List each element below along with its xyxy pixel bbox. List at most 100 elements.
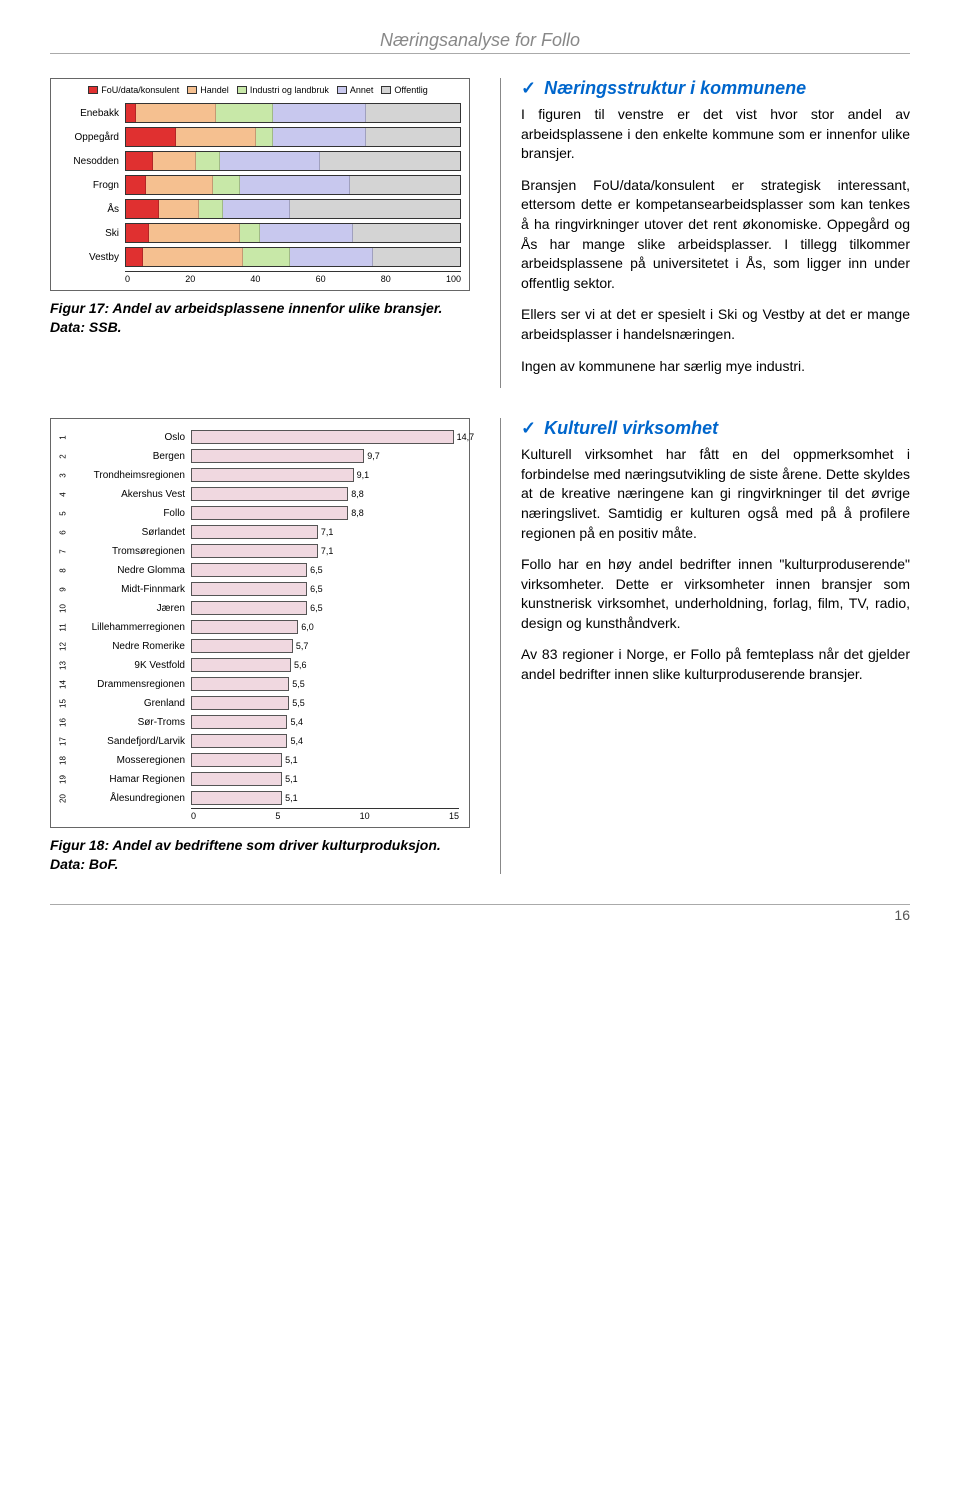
legend-item: Handel	[187, 85, 229, 95]
bar-segment	[126, 128, 176, 146]
hbar-rank: 1	[59, 429, 68, 445]
hbar-rank: 19	[59, 771, 68, 787]
bar-segment	[199, 200, 222, 218]
bar-segment	[126, 176, 146, 194]
chart1-bars: EnebakkOppegårdNesoddenFrognÅsSkiVestby	[55, 103, 461, 267]
hbar-value: 5,1	[285, 774, 298, 784]
hbar-track: 6,5	[191, 563, 459, 577]
hbar-fill: 6,5	[191, 563, 307, 577]
hbar-label: Jæren	[71, 603, 191, 614]
stacked-row-label: Frogn	[55, 180, 125, 191]
bar-segment	[366, 104, 460, 122]
hbar-track: 9,1	[191, 468, 459, 482]
paragraph: I figuren til venstre er det vist hvor s…	[521, 105, 910, 164]
hbar-value: 5,5	[292, 679, 305, 689]
stacked-row-label: Enebakk	[55, 108, 125, 119]
hbar-label: Ålesundregionen	[71, 793, 191, 804]
hbar-rank: 11	[59, 619, 68, 635]
page-header: Næringsanalyse for Follo	[50, 30, 910, 54]
paragraph: Kulturell virksomhet har fått en del opp…	[521, 445, 910, 543]
hbar-track: 9,7	[191, 449, 459, 463]
hbar-row: 14Drammensregionen5,5	[55, 675, 459, 693]
hbar-track: 14,7	[191, 430, 459, 444]
xtick: 5	[275, 811, 280, 821]
hbar-row: 6Sørlandet7,1	[55, 523, 459, 541]
row-1: FoU/data/konsulentHandelIndustri og land…	[50, 78, 910, 388]
bar-segment	[243, 248, 290, 266]
hbar-value: 9,1	[357, 470, 370, 480]
hbar-track: 5,1	[191, 791, 459, 805]
hbar-track: 6,5	[191, 601, 459, 615]
stacked-row-label: Oppegård	[55, 132, 125, 143]
hbar-rank: 7	[59, 543, 68, 559]
legend-item: Annet	[337, 85, 374, 95]
hbar-value: 6,5	[310, 584, 323, 594]
text1-column: ✓ Næringsstruktur i kommunene I figuren …	[500, 78, 910, 388]
hbar-row: 7Tromsøregionen7,1	[55, 542, 459, 560]
bar-segment	[240, 176, 350, 194]
stacked-row: Frogn	[55, 175, 461, 195]
hbar-label: Lillehammerregionen	[71, 622, 191, 633]
hbar-row: 3Trondheimsregionen9,1	[55, 466, 459, 484]
hbar-value: 8,8	[351, 508, 364, 518]
hbar-label: Mosseregionen	[71, 755, 191, 766]
bar-segment	[220, 152, 320, 170]
paragraph: Ingen av kommunene har særlig mye indust…	[521, 357, 910, 377]
xtick: 0	[191, 811, 196, 821]
stacked-row-label: Nesodden	[55, 156, 125, 167]
hbar-row: 12Nedre Romerike5,7	[55, 637, 459, 655]
hbar-value: 5,5	[292, 698, 305, 708]
hbar-row: 11Lillehammerregionen 6,0	[55, 618, 459, 636]
stacked-row: Enebakk	[55, 103, 461, 123]
chart1-legend: FoU/data/konsulentHandelIndustri og land…	[55, 85, 461, 95]
hbar-rank: 12	[59, 638, 68, 654]
text2-paragraphs: Kulturell virksomhet har fått en del opp…	[521, 445, 910, 685]
hbar-track: 6,5	[191, 582, 459, 596]
xtick: 15	[449, 811, 459, 821]
hbar-fill: 6,5	[191, 601, 307, 615]
bar-segment	[216, 104, 273, 122]
hbar-row: 10Jæren6,5	[55, 599, 459, 617]
hbar-fill: 14,7	[191, 430, 454, 444]
hbar-track: 8,8	[191, 487, 459, 501]
hbar-value: 5,1	[285, 793, 298, 803]
hbar-fill: 5,5	[191, 696, 289, 710]
chart1-caption: Figur 17: Andel av arbeidsplassene innen…	[50, 299, 470, 337]
bar-segment	[273, 104, 367, 122]
hbar-rank: 8	[59, 562, 68, 578]
text2-heading: ✓ Kulturell virksomhet	[521, 418, 910, 439]
hbar-track: 7,1	[191, 525, 459, 539]
hbar-fill: 5,4	[191, 715, 287, 729]
hbar-fill: 5,6	[191, 658, 291, 672]
hbar-track: 5,6	[191, 658, 459, 672]
xtick: 10	[360, 811, 370, 821]
hbar-value: 5,7	[296, 641, 309, 651]
hbar-track: 5,7	[191, 639, 459, 653]
legend-label: Offentlig	[394, 85, 427, 95]
hbar-row: 18Mosseregionen5,1	[55, 751, 459, 769]
legend-label: Annet	[350, 85, 374, 95]
hbar-row: 15Grenland5,5	[55, 694, 459, 712]
hbar-row: 5Follo8,8	[55, 504, 459, 522]
legend-swatch	[88, 86, 98, 94]
bar-segment	[146, 176, 213, 194]
hbar-label: Sandefjord/Larvik	[71, 736, 191, 747]
hbar-track: 6,0	[191, 620, 459, 634]
stacked-row-label: Ås	[55, 204, 125, 215]
bar-segment	[213, 176, 240, 194]
bar-segment	[149, 224, 239, 242]
hbar-label: Tromsøregionen	[71, 546, 191, 557]
stacked-bar	[125, 175, 461, 195]
text1-heading: ✓ Næringsstruktur i kommunene	[521, 78, 910, 99]
bar-segment	[366, 128, 460, 146]
hbar-value: 6,0	[301, 622, 314, 632]
paragraph: Av 83 regioner i Norge, er Follo på femt…	[521, 645, 910, 684]
stacked-row-label: Ski	[55, 228, 125, 239]
hbar-label: Grenland	[71, 698, 191, 709]
row-2: 1Oslo14,72Bergen9,73Trondheimsregionen9,…	[50, 418, 910, 874]
header-text: Næringsanalyse for Follo	[380, 30, 580, 50]
bar-segment	[143, 248, 243, 266]
xtick: 80	[381, 274, 391, 284]
hbar-fill: 7,1	[191, 544, 318, 558]
stacked-chart: FoU/data/konsulentHandelIndustri og land…	[50, 78, 470, 291]
